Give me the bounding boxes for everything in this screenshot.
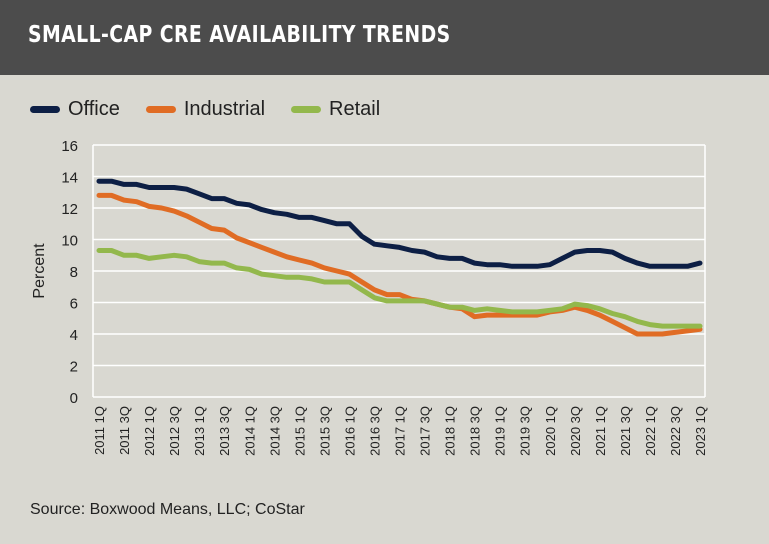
- chart-title: SMALL-CAP CRE AVAILABILITY TRENDS: [28, 22, 451, 48]
- legend-swatch: [30, 106, 60, 113]
- x-tick-label: 2011 1Q: [92, 406, 107, 455]
- y-tick-label: 12: [61, 201, 78, 218]
- x-tick-label: 2022 1Q: [643, 406, 658, 456]
- header-bar: SMALL-CAP CRE AVAILABILITY TRENDS: [0, 0, 769, 75]
- legend-swatch: [291, 106, 322, 113]
- legend-item-office: Office: [30, 98, 120, 121]
- series-line-office: [96, 178, 703, 269]
- series-line-industrial: [96, 192, 703, 337]
- x-tick-label: 2017 3Q: [418, 406, 433, 456]
- x-tick-label: 2020 1Q: [543, 406, 558, 456]
- y-tick-label: 6: [70, 296, 78, 313]
- x-tick-label: 2021 3Q: [618, 406, 633, 456]
- y-tick-label: 0: [70, 390, 78, 407]
- y-axis-label: Percent: [31, 243, 48, 299]
- y-tick-label: 8: [70, 264, 78, 281]
- x-tick-label: 2015 1Q: [292, 406, 307, 456]
- x-tick-label: 2018 1Q: [443, 406, 458, 456]
- x-tick-label: 2020 3Q: [568, 406, 583, 456]
- x-tick-label: 2017 1Q: [393, 406, 408, 456]
- legend-swatch: [145, 106, 176, 113]
- legend-item-retail: Retail: [291, 98, 380, 121]
- x-tick-label: 2016 3Q: [367, 406, 382, 456]
- x-tick-label: 2019 3Q: [518, 406, 533, 456]
- x-tick-label: 2021 1Q: [593, 406, 608, 456]
- x-tick-label: 2013 3Q: [217, 406, 232, 456]
- series-line-retail: [96, 248, 703, 329]
- legend-label: Office: [68, 98, 120, 120]
- y-tick-label: 2: [70, 359, 78, 376]
- y-tick-label: 10: [61, 233, 78, 250]
- y-tick-label: 14: [61, 170, 78, 187]
- y-tick-label: 4: [70, 327, 78, 344]
- x-tick-label: 2018 3Q: [468, 406, 483, 456]
- x-tick-label: 2014 1Q: [242, 406, 257, 456]
- x-tick-label: 2015 3Q: [317, 406, 332, 456]
- x-tick-label: 2022 3Q: [668, 406, 683, 456]
- legend-item-industrial: Industrial: [145, 98, 266, 121]
- x-tick-label: 2013 1Q: [192, 406, 207, 456]
- x-tick-label: 2016 1Q: [342, 406, 357, 456]
- y-tick-label: 16: [61, 138, 78, 155]
- x-tick-label: 2012 3Q: [167, 406, 182, 456]
- x-tick-label: 2012 1Q: [142, 406, 157, 456]
- legend-label: Industrial: [183, 98, 266, 120]
- x-tick-label: 2023 1Q: [693, 406, 708, 456]
- legend: Office Industrial Retail: [30, 98, 380, 121]
- source-note: Source: Boxwood Means, LLC; CoStar: [30, 501, 305, 518]
- x-tick-label: 2011 3Q: [117, 406, 132, 455]
- x-tick-label: 2019 1Q: [493, 406, 508, 456]
- x-tick-label: 2014 3Q: [267, 406, 282, 456]
- legend-label: Retail: [329, 98, 381, 120]
